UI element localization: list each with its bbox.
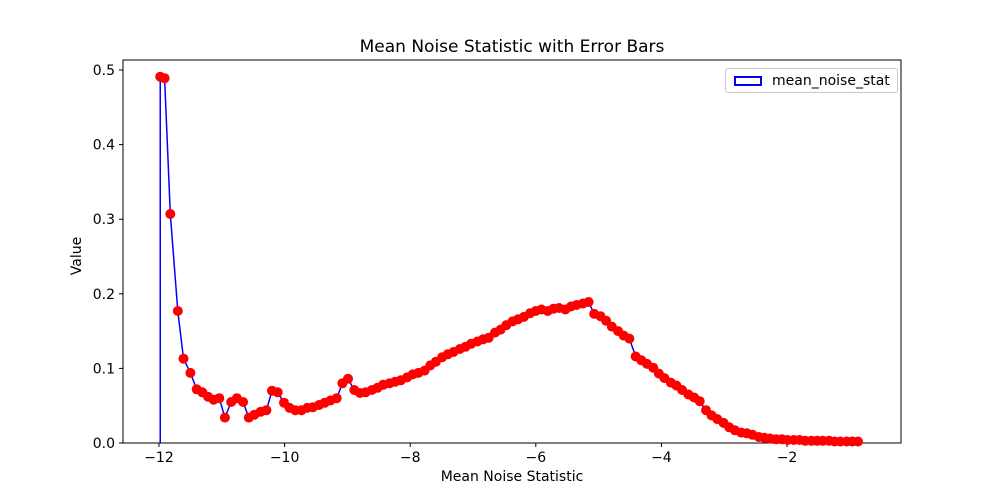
data-point-marker [331,393,342,404]
x-tick-label: −10 [270,450,300,466]
y-tick-label: 0.0 [93,436,115,452]
data-point-marker [185,367,196,378]
y-tick-label: 0.1 [93,361,115,377]
data-point-marker [624,333,635,344]
data-point-marker [694,396,705,407]
data-point-marker [272,387,283,398]
x-tick-label: −6 [525,450,546,466]
y-axis-label: Value [69,236,85,276]
x-tick-label: −4 [651,450,672,466]
legend: mean_noise_stat [725,68,898,93]
data-point-marker [238,397,249,407]
chart-title: Mean Noise Statistic with Error Bars [359,37,665,57]
data-point-marker [165,209,176,219]
data-point-marker [159,73,170,84]
legend-swatch-icon [734,75,762,86]
data-point-marker [583,297,594,307]
legend-label: mean_noise_stat [772,72,890,89]
data-point-marker [172,306,183,316]
x-tick-label: −12 [144,450,174,466]
data-point-marker [853,436,863,447]
y-tick-label: 0.3 [93,212,115,228]
x-tick-label: −8 [400,450,421,466]
y-tick-label: 0.2 [93,287,115,303]
data-point-marker [261,405,272,416]
y-tick-label: 0.5 [93,63,115,79]
x-tick-label: −2 [777,450,798,466]
data-point-marker [178,353,189,364]
data-point-marker [214,393,225,404]
data-point-marker [219,412,230,423]
y-tick-label: 0.4 [93,138,115,154]
x-axis-label: Mean Noise Statistic [440,469,584,485]
axes-frame [122,59,902,444]
data-point-marker [343,373,353,384]
data-line [159,75,858,443]
